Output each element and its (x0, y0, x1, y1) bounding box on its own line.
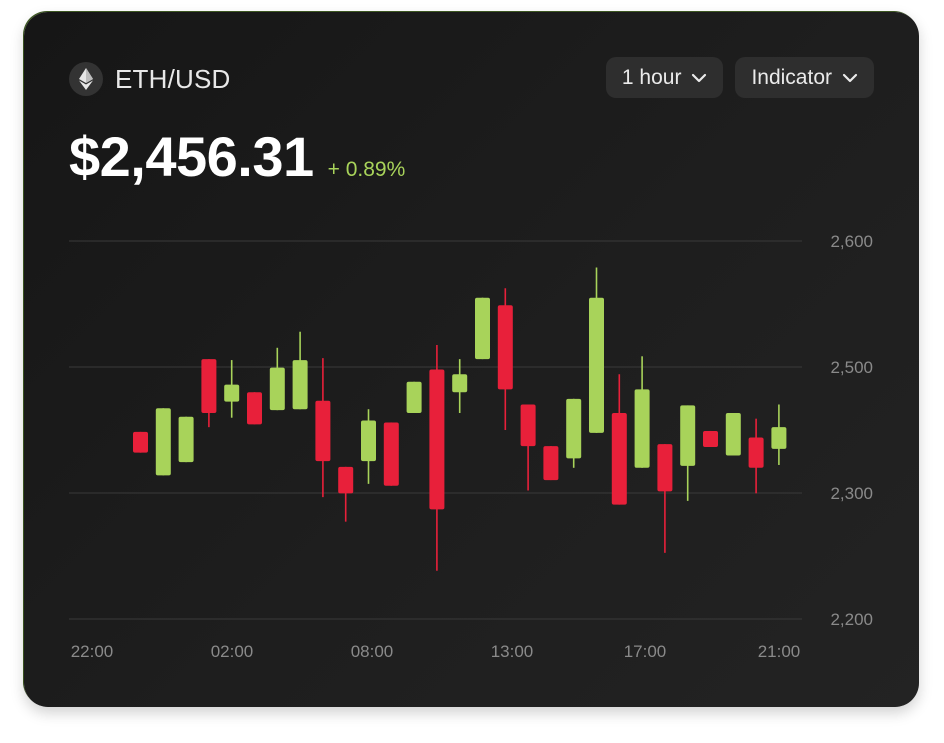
candle-body (315, 400, 331, 462)
x-tick-label: 17:00 (624, 642, 667, 661)
candle-body (566, 398, 582, 459)
candle-up (292, 331, 308, 410)
candle-body (680, 405, 696, 466)
candle-down (611, 374, 627, 505)
candle-down (133, 431, 148, 453)
candle-body (611, 412, 627, 505)
y-axis-ticks: 2,600 2,500 2,300 2,200 (830, 232, 873, 629)
price-change: + 0.89% (327, 158, 406, 181)
candle-up (269, 347, 285, 411)
candle-up (452, 359, 468, 413)
x-tick-label: 08:00 (351, 642, 394, 661)
price-card: ETH/USD 1 hour Indicator $2,456.31 + 0.8… (24, 12, 919, 707)
candle-down (497, 288, 513, 430)
candle-up (771, 404, 787, 465)
y-tick-label: 2,200 (830, 610, 873, 629)
candle-up (680, 405, 696, 501)
candlestick-chart: 2,600 2,500 2,300 2,200 22:00 02:00 08:00 13:0… (69, 232, 873, 661)
candle-body (155, 408, 171, 476)
x-tick-label: 13:00 (491, 642, 534, 661)
candle-down (703, 430, 718, 448)
candle-down (338, 466, 354, 522)
candle-body (269, 367, 285, 411)
pair-label: ETH/USD (115, 63, 231, 94)
candle-down (520, 404, 536, 491)
grid-lines (69, 240, 802, 620)
candle-up (406, 381, 422, 413)
x-tick-label: 02:00 (211, 642, 254, 661)
current-price: $2,456.31 (69, 125, 314, 188)
candle-body (429, 369, 445, 510)
candle-up (224, 360, 240, 418)
candle-up (566, 398, 582, 468)
candle-down (201, 359, 217, 428)
candle-up (361, 409, 376, 484)
candle-up (155, 408, 171, 476)
candle-up (475, 297, 490, 360)
candle-down (748, 418, 764, 494)
candle-body (338, 466, 354, 494)
x-axis-ticks: 22:00 02:00 08:00 13:00 17:00 21:00 (71, 642, 801, 661)
candle-up (725, 412, 741, 456)
y-tick-label: 2,500 (830, 358, 873, 377)
candle-body (657, 444, 673, 492)
candle-body (292, 360, 308, 410)
candle-body (247, 392, 262, 425)
candle-body (178, 416, 194, 463)
candle-down (657, 444, 673, 553)
indicator-label: Indicator (751, 65, 832, 89)
candle-down (383, 422, 399, 486)
candle-down (315, 358, 331, 498)
ethereum-icon (69, 62, 103, 96)
candle-down (543, 446, 559, 481)
candle-down (247, 392, 262, 425)
candle-body (224, 384, 240, 402)
x-tick-label: 21:00 (758, 642, 801, 661)
indicator-dropdown[interactable]: Indicator (735, 57, 874, 98)
candle-down (429, 344, 445, 571)
candle-body (452, 374, 468, 393)
candle-body (634, 389, 650, 468)
interval-dropdown[interactable]: 1 hour (605, 57, 724, 98)
candle-body (543, 446, 559, 481)
x-tick-label: 22:00 (71, 642, 114, 661)
asset-header: ETH/USD (69, 62, 231, 96)
candle-body (497, 305, 513, 390)
candle-body (589, 297, 604, 433)
candle-body (771, 427, 787, 449)
candle-body (475, 297, 490, 360)
chevron-down-icon (842, 73, 858, 82)
candle-body (133, 431, 148, 453)
candle-up (589, 267, 604, 433)
candle-up (178, 416, 194, 463)
y-tick-label: 2,300 (830, 484, 873, 503)
candle-body (361, 420, 376, 462)
candles (133, 267, 787, 571)
candle-body (748, 437, 764, 468)
candle-body (201, 359, 217, 413)
interval-label: 1 hour (621, 65, 682, 89)
y-tick-label: 2,600 (830, 232, 873, 251)
candle-body (383, 422, 399, 486)
candle-body (406, 381, 422, 413)
candle-body (725, 412, 741, 456)
candle-body (703, 430, 718, 448)
price-row: $2,456.31 + 0.89% (69, 124, 405, 189)
candle-body (520, 404, 536, 447)
chevron-down-icon (692, 73, 707, 82)
candle-up (634, 356, 650, 468)
chart-controls: 1 hour Indicator (605, 57, 874, 98)
